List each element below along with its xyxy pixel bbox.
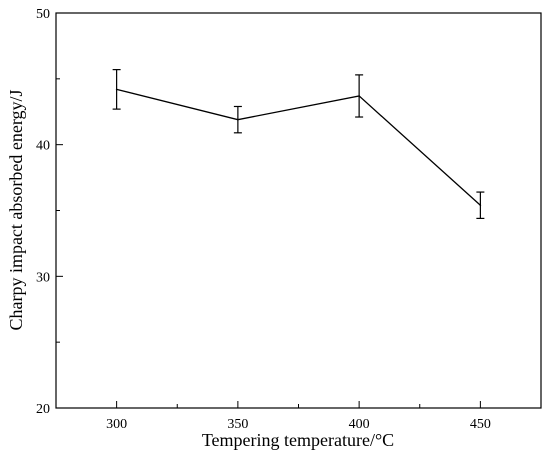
data-point xyxy=(358,95,360,97)
x-tick-label: 450 xyxy=(470,417,491,432)
y-tick-label: 30 xyxy=(36,270,50,285)
y-tick-label: 40 xyxy=(36,139,50,154)
x-tick-label: 400 xyxy=(349,417,370,432)
x-axis-ticks: 300 350 400 450 xyxy=(106,401,491,432)
x-tick-label: 350 xyxy=(227,417,248,432)
y-axis-title: Charpy impact absorbed energy/J xyxy=(6,89,26,330)
y-tick-label: 50 xyxy=(36,7,50,22)
x-tick-label: 300 xyxy=(106,417,127,432)
data-point xyxy=(237,118,239,121)
x-axis-title: Tempering temperature/°C xyxy=(202,430,394,450)
series-line xyxy=(116,88,481,206)
y-tick-label: 20 xyxy=(36,402,50,417)
series-layer xyxy=(112,69,485,219)
data-point xyxy=(115,88,118,91)
plot-frame xyxy=(55,12,542,409)
y-axis-ticks: 20 30 40 50 xyxy=(36,7,63,417)
data-point xyxy=(479,204,482,207)
